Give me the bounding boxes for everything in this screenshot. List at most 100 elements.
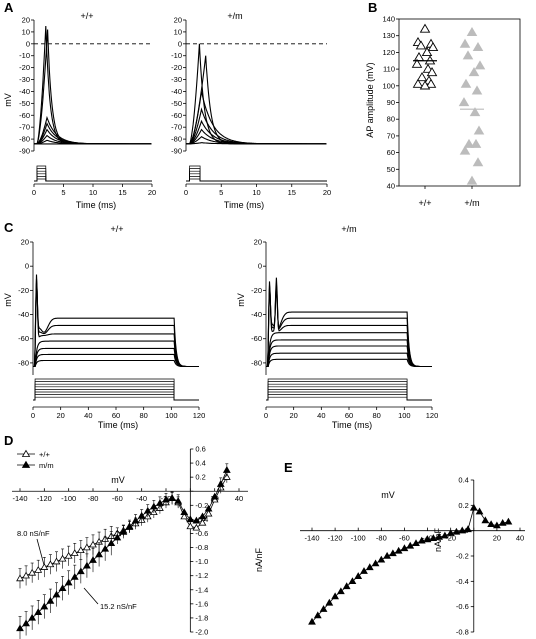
a-right-trace xyxy=(186,91,327,145)
a-right-trace xyxy=(186,142,327,145)
c-left-ytick-label: -60 xyxy=(18,334,29,343)
d-point-mm xyxy=(204,504,213,512)
d-point-mm xyxy=(119,527,128,535)
b-ytick-label: 120 xyxy=(382,48,395,57)
a-left-stimulus-step xyxy=(34,173,152,182)
a-left-ytick-label: 0 xyxy=(26,39,30,48)
c-left-xtick-label: 20 xyxy=(56,411,64,420)
e-point xyxy=(487,520,496,528)
c-right-xtick-label: 60 xyxy=(345,411,353,420)
a-left-xtick-label: 20 xyxy=(148,188,156,197)
e-point xyxy=(423,535,432,543)
a-right-stimulus-step xyxy=(186,176,327,182)
a-right-trace xyxy=(186,107,327,145)
b-point-mut xyxy=(473,125,485,135)
c-right-ytick-label: -40 xyxy=(251,310,262,319)
c-right-xtick-label: 80 xyxy=(372,411,380,420)
a-right-ytick-label: 10 xyxy=(174,27,182,36)
e-point xyxy=(417,536,426,544)
b-point-wt xyxy=(427,41,439,52)
d-ytick-label: -0.8 xyxy=(195,543,208,552)
e-point xyxy=(348,577,357,585)
e-xtick-label: 20 xyxy=(493,534,501,543)
legend-marker-filled xyxy=(21,460,31,468)
e-point xyxy=(319,605,328,612)
d-point-wt xyxy=(22,571,30,579)
d-point-mm xyxy=(76,567,85,575)
e-ytick-label: 0.4 xyxy=(458,476,468,485)
e-point xyxy=(452,527,461,535)
d-ytick-label: -0.2 xyxy=(195,501,208,510)
e-point xyxy=(498,518,507,526)
c-left-stimulus-step xyxy=(33,396,199,401)
b-point-mut xyxy=(459,145,471,155)
a-left-ytick-label: -20 xyxy=(19,63,30,72)
panel-letter-d: D xyxy=(4,433,13,448)
a-right-stimulus-step xyxy=(186,173,327,182)
e-point xyxy=(469,503,478,511)
c-right-trace xyxy=(266,352,432,368)
panel-b-group-mut: +/m xyxy=(464,198,479,208)
d-point-wt xyxy=(52,557,61,565)
e-point xyxy=(406,541,415,549)
d-ytick-label: -0.6 xyxy=(195,529,208,538)
panel-letter-a: A xyxy=(4,0,14,15)
panel-c-right-xticks: 0 20 40 60 80 100 120 xyxy=(264,406,438,420)
b-point-wt xyxy=(419,80,431,90)
e-point xyxy=(308,617,316,625)
e-xtick-label: -120 xyxy=(328,534,343,543)
c-right-ytick-label: 20 xyxy=(254,238,262,247)
d-point-mm xyxy=(70,572,79,580)
d-point-mm xyxy=(83,561,91,569)
d-point-wt xyxy=(222,473,231,480)
c-left-xtick-label: 100 xyxy=(165,411,178,420)
c-left-ytick-label: 20 xyxy=(21,238,29,247)
panel-a-left-traces xyxy=(34,25,152,182)
c-left-ytick-label: -20 xyxy=(18,286,29,295)
a-left-ytick-label: -70 xyxy=(19,123,30,132)
d-ytick-label: -1.4 xyxy=(195,585,208,594)
b-point-mut xyxy=(466,175,478,185)
a-left-ytick-label: -50 xyxy=(19,99,30,108)
panel-a-title-wt: +/+ xyxy=(80,11,93,21)
d-point-wt xyxy=(76,546,85,554)
a-right-stimulus-step xyxy=(186,170,327,182)
e-point xyxy=(365,563,374,571)
a-left-stimulus-step xyxy=(34,178,152,182)
d-point-mm xyxy=(52,590,61,598)
d-xtick-label: -100 xyxy=(61,494,76,503)
e-ytick-label: -0.2 xyxy=(456,552,469,561)
c-left-trace xyxy=(33,283,199,368)
e-point xyxy=(377,555,386,563)
panel-a-ylabel: mV xyxy=(3,93,13,107)
d-ytick-label: 0.4 xyxy=(195,459,205,468)
panel-a-xlabel-right: Time (ms) xyxy=(224,200,264,210)
d-ytick-label: 0.2 xyxy=(195,473,205,482)
panel-b-points xyxy=(411,23,486,185)
e-point xyxy=(354,572,363,579)
c-left-trace xyxy=(33,274,199,368)
c-right-xtick-label: 40 xyxy=(317,411,325,420)
a-right-ytick-label: -10 xyxy=(171,51,182,60)
a-right-ytick-label: -70 xyxy=(171,123,182,132)
a-left-trace xyxy=(34,122,152,145)
a-right-xtick-label: 10 xyxy=(252,188,260,197)
e-point xyxy=(458,526,467,534)
panel-c-xlabel-right: Time (ms) xyxy=(332,420,372,430)
e-point xyxy=(412,539,420,547)
b-ytick-label: 50 xyxy=(387,165,395,174)
panel-b: AP amplitude (mV) +/+ +/m 40 50 60 70 80 90 10… xyxy=(365,15,521,208)
a-left-stimulus-step xyxy=(34,165,152,182)
c-right-ytick-label: -20 xyxy=(251,286,262,295)
e-point xyxy=(336,587,345,595)
d-point-wt xyxy=(204,509,213,517)
e-xtick-label: -140 xyxy=(304,534,319,543)
panel-c-left-traces xyxy=(33,274,199,401)
panel-a-right-traces xyxy=(186,43,327,182)
e-point xyxy=(313,611,322,619)
e-xtick-label: -20 xyxy=(445,534,456,543)
d-point-mm xyxy=(34,608,43,615)
b-ytick-label: 40 xyxy=(387,182,395,191)
a-left-ytick-label: -40 xyxy=(19,87,30,96)
legend-label-mm: m/m xyxy=(39,461,54,470)
